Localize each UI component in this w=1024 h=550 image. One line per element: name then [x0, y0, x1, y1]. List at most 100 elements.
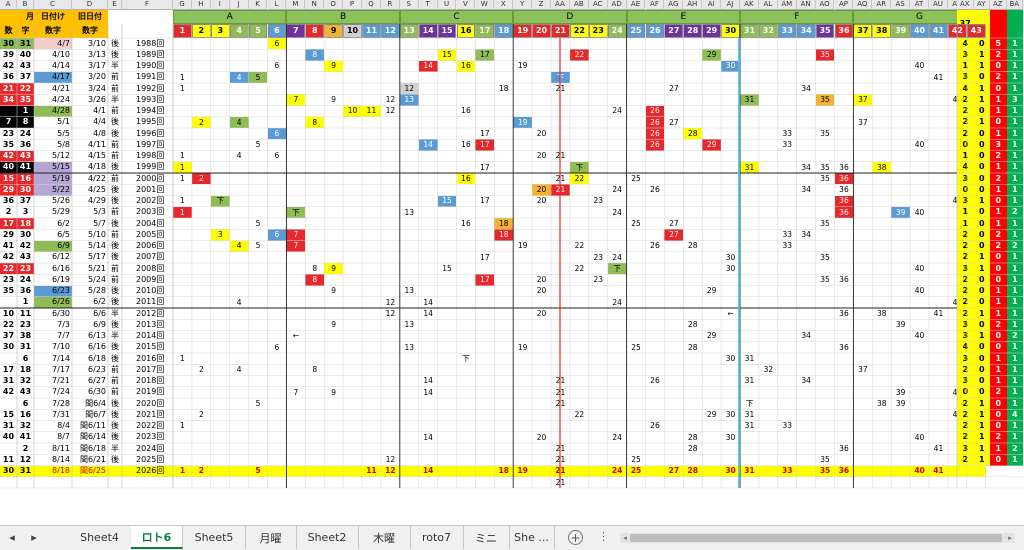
column-letter-j[interactable]: J: [229, 0, 249, 10]
column-letter-h[interactable]: H: [191, 0, 211, 10]
column-letter-c[interactable]: C: [34, 0, 72, 10]
column-letter-az[interactable]: AZ: [990, 0, 1007, 10]
column-letter-x[interactable]: X: [494, 0, 514, 10]
more-options-icon[interactable]: ⋮: [598, 530, 609, 543]
number-cell-1: 1: [180, 353, 185, 363]
tab-scroll-right-button[interactable]: ▸: [31, 531, 37, 544]
number-cell-32: 32: [763, 365, 774, 375]
column-letter-w[interactable]: W: [475, 0, 495, 10]
column-letter-i[interactable]: I: [210, 0, 230, 10]
column-letter-as[interactable]: AS: [891, 0, 911, 10]
sheet-tab[interactable]: Sheet4: [68, 526, 132, 549]
stat-ay: 0: [973, 161, 990, 173]
row-num-b: 32: [19, 421, 32, 431]
column-letter-ac[interactable]: AC: [588, 0, 608, 10]
column-letter-u[interactable]: U: [437, 0, 457, 10]
column-letter-m[interactable]: M: [286, 0, 306, 10]
column-letter-at[interactable]: AT: [910, 0, 929, 10]
column-letter-aq[interactable]: AQ: [853, 0, 873, 10]
add-sheet-button[interactable]: +: [568, 530, 583, 545]
row-num-b: 2: [22, 443, 29, 453]
date-cell: 7/28: [52, 398, 70, 408]
column-letter-b[interactable]: B: [17, 0, 34, 10]
scroll-right-arrow-icon[interactable]: ▸: [1008, 534, 1012, 542]
column-letter-a[interactable]: A: [0, 0, 17, 10]
column-letter-ay[interactable]: AY: [973, 0, 990, 10]
sheet-tab[interactable]: She ...: [509, 526, 555, 549]
column-letter-ab[interactable]: AB: [569, 0, 589, 10]
column-letter-aa[interactable]: AA: [551, 0, 570, 10]
number-cell-24: 24: [612, 207, 622, 217]
column-letter-q[interactable]: Q: [362, 0, 381, 10]
column-letter-f[interactable]: F: [122, 0, 173, 10]
column-letter-ah[interactable]: AH: [683, 0, 703, 10]
column-letter-ao[interactable]: AO: [815, 0, 835, 10]
column-letter-ap[interactable]: AP: [834, 0, 854, 10]
number-cell-35: 35: [820, 162, 830, 172]
number-cell-34: 34: [801, 83, 811, 93]
column-letter-ae[interactable]: AE: [626, 0, 646, 10]
sheet-tab[interactable]: ロト6: [131, 526, 183, 549]
column-letter-ba[interactable]: BA: [1006, 0, 1023, 10]
column-letter-aj[interactable]: AJ: [721, 0, 740, 10]
column-letter-au[interactable]: AU: [929, 0, 948, 10]
number-header-8: 8: [305, 24, 325, 38]
stat-ba: 1: [1006, 375, 1023, 387]
scroll-left-arrow-icon[interactable]: ◂: [623, 534, 627, 542]
column-letter-ak[interactable]: AK: [740, 0, 759, 10]
sheet-tab[interactable]: ミニ: [463, 526, 510, 549]
row-num-a: 42: [2, 61, 15, 71]
sheet-tab[interactable]: Sheet5: [183, 526, 246, 549]
column-letter-r[interactable]: R: [380, 0, 400, 10]
sheet-tab[interactable]: roto7: [410, 526, 464, 549]
number-cell-4: 4: [229, 71, 249, 83]
tab-scroll-left-button[interactable]: ◂: [9, 531, 15, 544]
number-cell-9: 9: [324, 60, 344, 72]
column-letter-t[interactable]: T: [418, 0, 438, 10]
row-num-a: 36: [2, 196, 15, 206]
date-cell: 8/4: [57, 421, 70, 431]
stat-ay: 0: [973, 229, 990, 241]
column-letter-ax[interactable]: AX: [957, 0, 974, 10]
row-num-b: 11: [19, 308, 32, 318]
column-letter-d[interactable]: D: [72, 0, 108, 10]
sheet-tab[interactable]: Sheet2: [296, 526, 359, 549]
number-cell-37: 37: [853, 94, 873, 106]
column-letter-l[interactable]: L: [267, 0, 287, 10]
column-letter-ag[interactable]: AG: [664, 0, 684, 10]
column-letter-k[interactable]: K: [248, 0, 268, 10]
column-letter-an[interactable]: AN: [796, 0, 816, 10]
column-letter-z[interactable]: Z: [532, 0, 551, 10]
column-letter-g[interactable]: G: [173, 0, 192, 10]
stat-ay: 0: [973, 139, 990, 151]
draw-no-cell: 2006回: [136, 241, 165, 251]
column-letter-n[interactable]: N: [305, 0, 325, 10]
column-letter-am[interactable]: AM: [777, 0, 797, 10]
spreadsheet-grid[interactable]: A B C D E F G H I J K L M N O P Q R S T U V W X Y Z AA AB AC AD AE AF AG…: [0, 0, 1024, 525]
column-letter-ad[interactable]: AD: [607, 0, 627, 10]
stat-ba: 4: [1006, 409, 1023, 421]
column-letter-e[interactable]: E: [108, 0, 122, 10]
sheet-tab[interactable]: 木曜: [358, 526, 411, 549]
column-letter-ai[interactable]: AI: [702, 0, 722, 10]
number-cell-16: 16: [461, 140, 471, 150]
column-letter-ar[interactable]: AR: [872, 0, 892, 10]
last-row-fill: [173, 465, 986, 477]
sheet-tab[interactable]: 月曜: [245, 526, 297, 549]
number-cell-39: 39: [895, 320, 906, 330]
column-letter-y[interactable]: Y: [513, 0, 533, 10]
stat-az: 2: [990, 319, 1007, 331]
column-letter-v[interactable]: V: [456, 0, 476, 10]
scrollbar-thumb[interactable]: [630, 534, 1002, 542]
number-cell-27: 27: [669, 218, 679, 228]
horizontal-scrollbar[interactable]: ◂ ▸: [620, 533, 1015, 543]
column-letter-o[interactable]: O: [324, 0, 344, 10]
column-letter-s[interactable]: S: [399, 0, 419, 10]
number-cell-32: [759, 72, 778, 83]
draw-no-cell: 2010回: [136, 286, 165, 296]
column-letter-al[interactable]: AL: [758, 0, 778, 10]
old-date-cell: 4/11: [88, 139, 106, 149]
column-letter-p[interactable]: P: [343, 0, 362, 10]
column-letter-af[interactable]: AF: [645, 0, 665, 10]
period-cell: 半: [111, 308, 119, 318]
